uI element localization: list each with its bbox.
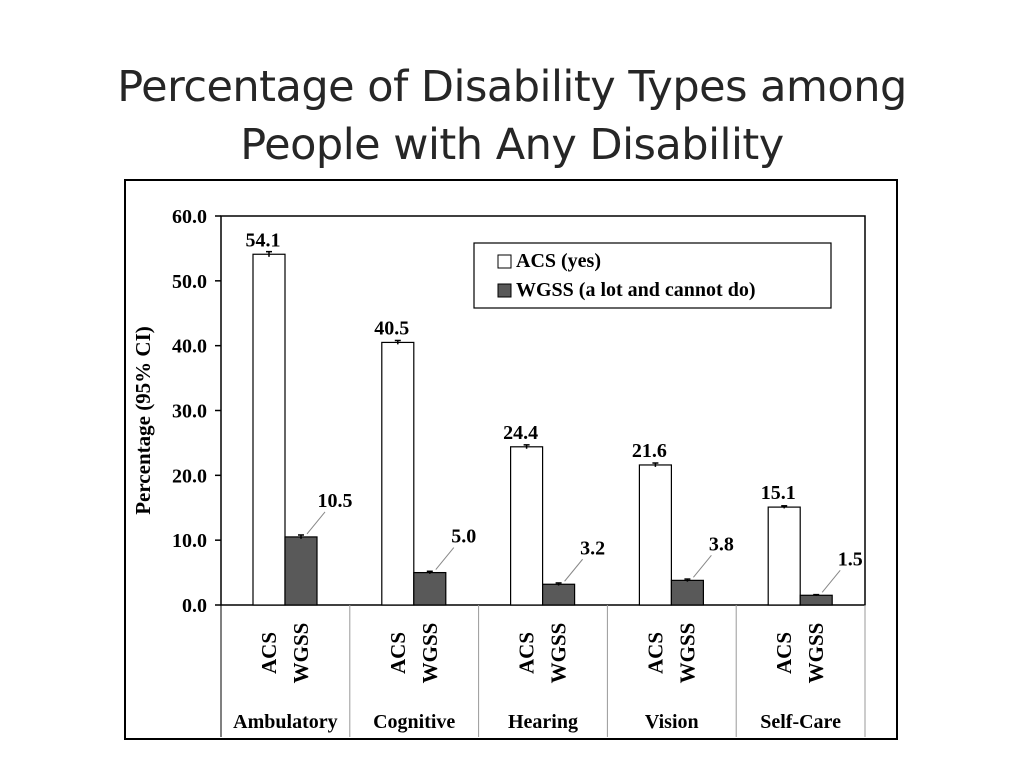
data-label: 54.1 <box>246 229 281 251</box>
y-tick-label: 10.0 <box>172 530 207 552</box>
category-series-label: WGSS <box>289 623 313 684</box>
bar-wgss-cognitive <box>413 571 447 606</box>
data-label: 10.5 <box>318 490 353 512</box>
category-series-label: ACS <box>386 632 410 674</box>
category-series-label: WGSS <box>675 623 699 684</box>
data-label-leader <box>693 555 712 578</box>
bar-acs-self-care <box>767 506 801 606</box>
bar-wgss-vision <box>670 579 705 606</box>
legend <box>473 242 832 309</box>
data-label-leader <box>821 569 841 593</box>
legend-swatch-wgss <box>497 283 512 298</box>
bar-chart: 0.0 10.0 20.0 30.0 40.0 50.0 60.0 Percentage (9… <box>131 206 866 737</box>
y-tick-label: 0.0 <box>182 595 207 617</box>
chart-frame: 0.0 10.0 20.0 30.0 40.0 50.0 60.0 Percentage (9… <box>124 179 898 740</box>
bar-acs-cognitive <box>381 341 415 606</box>
category-series-label: WGSS <box>547 623 571 684</box>
slide-title-line-2: People with Any Disability <box>240 120 784 170</box>
data-label: 3.8 <box>709 533 734 555</box>
data-label-leader <box>435 547 455 570</box>
data-label: 24.4 <box>503 422 538 444</box>
bar-acs-vision <box>638 464 673 606</box>
data-label: 15.1 <box>761 482 796 504</box>
data-label-leader <box>306 511 326 535</box>
bar-wgss-hearing <box>542 583 576 606</box>
slide-title: Percentage of Disability Types among Peo… <box>0 58 1024 174</box>
y-tick-label: 60.0 <box>172 206 207 228</box>
data-label: 40.5 <box>374 317 409 339</box>
y-tick-label: 40.0 <box>172 336 207 358</box>
bar-acs-hearing <box>510 446 544 606</box>
y-axis-label: Percentage (95% CI) <box>131 326 155 515</box>
category-series-label: ACS <box>515 632 539 674</box>
y-tick-label: 20.0 <box>172 465 207 487</box>
category-series-label: ACS <box>257 632 281 674</box>
category-label: Cognitive <box>373 711 455 733</box>
bar-wgss-ambulatory <box>284 536 318 606</box>
legend-swatch-acs <box>497 254 512 269</box>
category-series-label: WGSS <box>804 623 828 684</box>
data-label: 1.5 <box>838 548 863 570</box>
y-tick-label: 30.0 <box>172 401 207 423</box>
category-label: Vision <box>645 711 699 733</box>
category-series-label: ACS <box>643 632 667 674</box>
y-tick-label: 50.0 <box>172 271 207 293</box>
slide-title-line-1: Percentage of Disability Types among <box>117 62 907 112</box>
legend-label-acs: ACS (yes) <box>516 250 601 272</box>
data-label-leader <box>564 558 583 582</box>
category-series-label: ACS <box>772 632 796 674</box>
category-label: Ambulatory <box>233 711 337 733</box>
legend-label-wgss: WGSS (a lot and cannot do) <box>516 279 756 301</box>
data-label: 21.6 <box>632 440 667 462</box>
category-label: Hearing <box>508 711 578 733</box>
bar-acs-ambulatory <box>252 253 286 606</box>
category-series-label: WGSS <box>418 623 442 684</box>
bar-wgss-self-care <box>799 594 833 606</box>
data-label: 3.2 <box>580 537 605 559</box>
data-label: 5.0 <box>451 526 476 548</box>
category-label: Self-Care <box>760 711 841 733</box>
